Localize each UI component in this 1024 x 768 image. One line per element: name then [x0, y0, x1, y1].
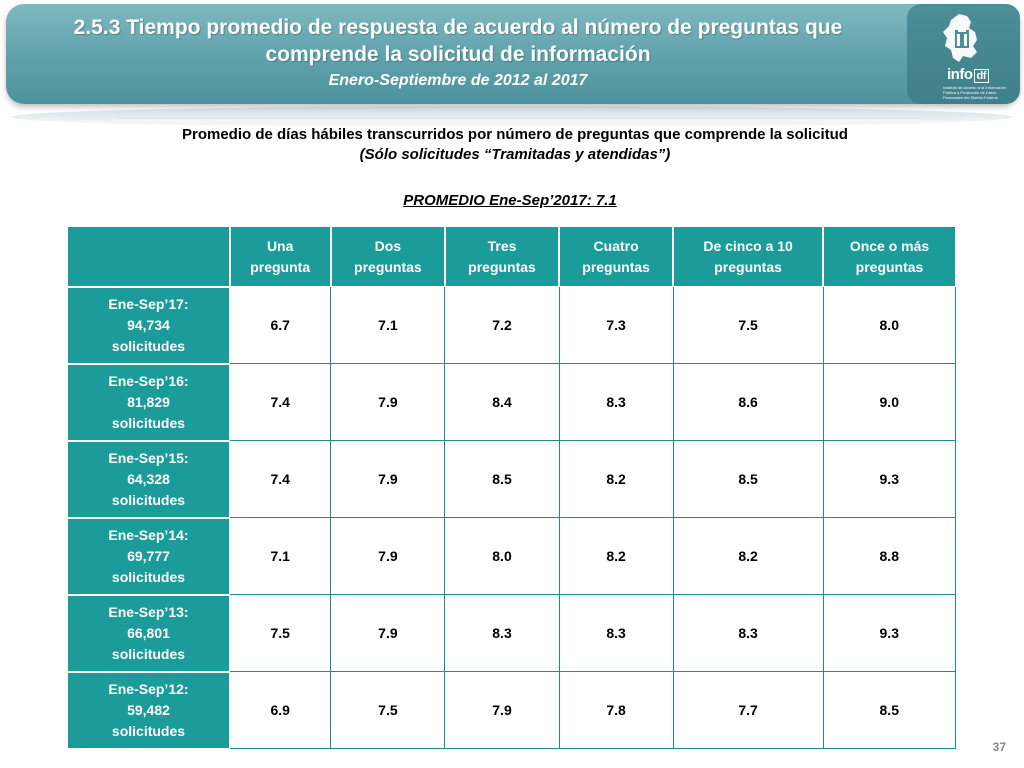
table-cell: 8.5: [444, 440, 560, 518]
table-cell: 7.4: [228, 363, 332, 441]
col-header: Tres preguntas: [443, 226, 560, 287]
table-cell: 8.0: [822, 286, 956, 364]
table-cell: 9.0: [822, 363, 956, 441]
table-cell: 7.5: [228, 594, 332, 672]
logo-wordmark: info df: [947, 66, 989, 83]
page-subtitle: Enero-Septiembre de 2012 al 2017: [328, 72, 588, 89]
table-cell: 8.2: [558, 517, 674, 595]
table-cell: 7.9: [330, 363, 446, 441]
table-cell: 7.9: [330, 594, 446, 672]
table-cell: 8.3: [672, 594, 824, 672]
row-header: Ene-Sep’13: 66,801 solicitudes: [67, 593, 230, 672]
title-block: 2.5.3 Tiempo promedio de respuesta de ac…: [14, 14, 902, 92]
table-cell: 8.2: [558, 440, 674, 518]
table-cell: 7.2: [444, 286, 560, 364]
table-header-row: Una pregunta Dos preguntas Tres preguntas C…: [67, 226, 956, 287]
table-cell: 8.8: [822, 517, 956, 595]
table-cell: 8.4: [444, 363, 560, 441]
table-row: Ene-Sep’14: 69,777 solicitudes 7.1 7.9 8.0…: [67, 516, 956, 595]
table-heading-line2: (Sólo solicitudes “Tramitadas y atendida…: [359, 146, 671, 163]
table-cell: 7.8: [558, 671, 674, 749]
col-header: Dos preguntas: [329, 226, 446, 287]
table-cell: 7.9: [330, 440, 446, 518]
table-cell: 8.6: [672, 363, 824, 441]
col-header: Once o más preguntas: [822, 226, 956, 287]
page-number: 37: [992, 740, 1006, 754]
table-cell: 8.5: [822, 671, 956, 749]
table-cell: 7.4: [228, 440, 332, 518]
table-row: Ene-Sep’13: 66,801 solicitudes 7.5 7.9 8.3…: [67, 593, 956, 672]
table-cell: 7.3: [558, 286, 674, 364]
table-cell: 8.3: [444, 594, 560, 672]
table-row: Ene-Sep’16: 81,829 solicitudes 7.4 7.9 8.4…: [67, 362, 956, 441]
col-header: Una pregunta: [228, 226, 332, 287]
table-cell: 7.5: [330, 671, 446, 749]
decorative-strip: [116, 118, 920, 124]
row-header: Ene-Sep’15: 64,328 solicitudes: [67, 439, 230, 518]
infodf-logo: info df Instituto de Acceso a la Informac…: [907, 4, 1020, 104]
col-header: Cuatro preguntas: [558, 226, 674, 287]
table-cell: 6.7: [228, 286, 332, 364]
table-cell: 7.9: [330, 517, 446, 595]
page-title-line2: comprende la solicitud de información: [265, 43, 651, 66]
logo-tagline: Instituto de Acceso a la Información Púb…: [943, 85, 1007, 100]
col-header: De cinco a 10 preguntas: [672, 226, 824, 287]
table-cell: 9.3: [822, 440, 956, 518]
table-cell: 8.2: [672, 517, 824, 595]
row-header: Ene-Sep’16: 81,829 solicitudes: [67, 362, 230, 441]
row-header: Ene-Sep’17: 94,734 solicitudes: [67, 285, 230, 364]
table-cell: 8.3: [558, 594, 674, 672]
table-row: Ene-Sep’15: 64,328 solicitudes 7.4 7.9 8.5…: [67, 439, 956, 518]
row-header: Ene-Sep’12: 59,482 solicitudes: [67, 670, 230, 749]
table-cell: 8.3: [558, 363, 674, 441]
table-row: Ene-Sep’12: 59,482 solicitudes 6.9 7.5 7.9…: [67, 670, 956, 749]
header-corner: [67, 226, 230, 287]
mexico-city-map-icon: [943, 14, 977, 62]
table-cell: 7.7: [672, 671, 824, 749]
title-banner: [6, 4, 1020, 104]
table-cell: 6.9: [228, 671, 332, 749]
table-heading: Promedio de días hábiles transcurridos p…: [100, 125, 930, 165]
table-cell: 7.1: [228, 517, 332, 595]
table-heading-line1: Promedio de días hábiles transcurridos p…: [182, 126, 848, 143]
row-header: Ene-Sep’14: 69,777 solicitudes: [67, 516, 230, 595]
table-cell: 7.9: [444, 671, 560, 749]
table-cell: 7.5: [672, 286, 824, 364]
table-cell: 8.0: [444, 517, 560, 595]
table-cell: 8.5: [672, 440, 824, 518]
page-title-line1: 2.5.3 Tiempo promedio de respuesta de ac…: [73, 16, 843, 39]
promedio-label: PROMEDIO Ene-Sep’2017: 7.1: [403, 192, 617, 209]
table-row: Ene-Sep’17: 94,734 solicitudes 6.7 7.1 7.2…: [67, 285, 956, 364]
response-time-table: Una pregunta Dos preguntas Tres preguntas C…: [67, 226, 956, 749]
table-cell: 7.1: [330, 286, 446, 364]
table-cell: 9.3: [822, 594, 956, 672]
